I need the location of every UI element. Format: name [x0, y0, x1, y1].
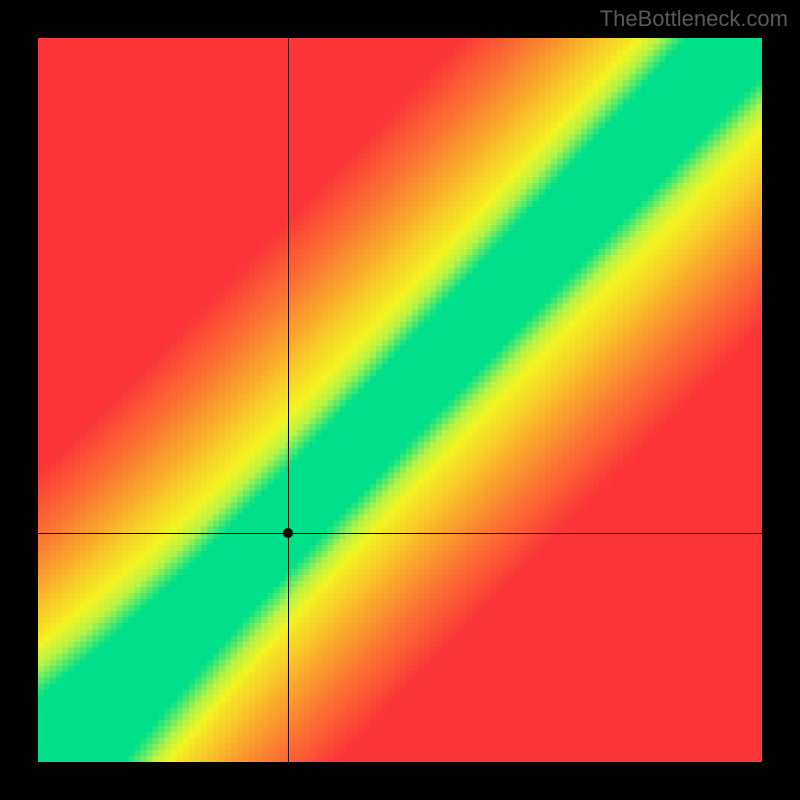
crosshair-marker: [283, 528, 293, 538]
chart-container: TheBottleneck.com: [0, 0, 800, 800]
heatmap-plot: [38, 38, 762, 762]
heatmap-canvas: [38, 38, 762, 762]
watermark-text: TheBottleneck.com: [600, 6, 788, 32]
crosshair-horizontal: [38, 533, 762, 534]
crosshair-vertical: [288, 38, 289, 762]
